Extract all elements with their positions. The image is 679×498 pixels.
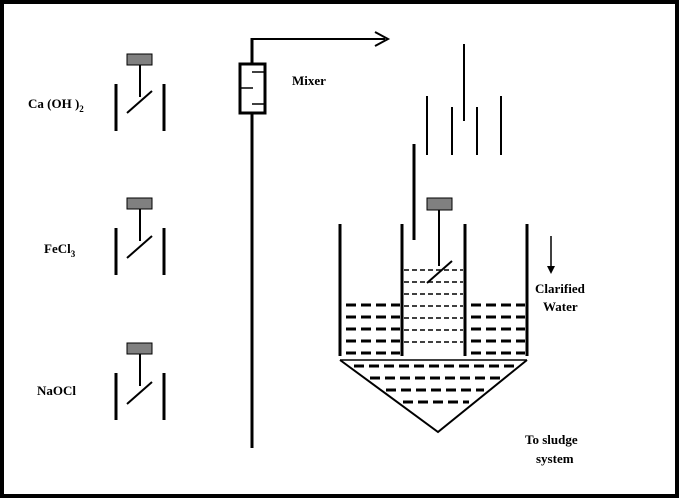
water-level-center	[404, 269, 463, 343]
motor-icon	[426, 197, 453, 211]
feed-pipe	[238, 31, 391, 448]
dosing-tank-naocl	[114, 342, 166, 420]
sludge-label-line1: To sludge	[525, 432, 578, 447]
sludge-label-line2: system	[536, 451, 574, 466]
clarifier-tank	[338, 197, 529, 434]
motor-icon	[126, 197, 153, 210]
dosing-tank-caoh2	[114, 53, 166, 131]
agitator-blade	[126, 90, 153, 114]
agitator-blade	[126, 381, 153, 405]
agitator-blade	[126, 235, 153, 259]
dosing-tank-fecl3	[114, 197, 166, 275]
clarified-label-line1: Clarified	[535, 281, 586, 296]
clarified-label-line2: Water	[543, 299, 578, 314]
flow-arrow-icon	[374, 31, 391, 47]
motor-icon	[126, 342, 153, 355]
clarified-water-arrow	[547, 236, 555, 274]
motor-icon	[126, 53, 153, 66]
sludge-level	[354, 364, 516, 404]
mixer-label: Mixer	[292, 73, 326, 88]
chemical-label-fecl3: FeCl3	[44, 241, 76, 259]
sludge-hopper	[339, 359, 528, 434]
chemical-label-naocl: NaOCl	[37, 383, 76, 398]
agitator-blade	[426, 260, 453, 284]
arrow-down-icon	[547, 266, 555, 274]
water-level-outer	[346, 303, 525, 355]
inlet-lines	[412, 44, 502, 240]
chemical-label-caoh2: Ca (OH )2	[28, 96, 84, 114]
